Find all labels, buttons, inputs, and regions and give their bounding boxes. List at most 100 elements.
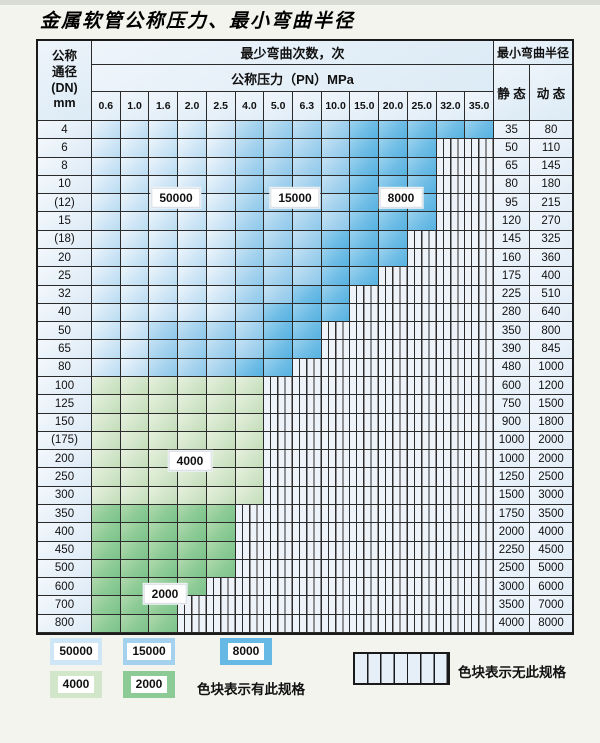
cycle-cell bbox=[92, 541, 121, 560]
table-row: 65 390 845 bbox=[38, 340, 572, 359]
table-row: 200 1000 2000 bbox=[38, 450, 572, 469]
cycle-cell bbox=[350, 267, 380, 286]
no-spec-cell bbox=[436, 377, 466, 396]
static-radius-cell: 390 bbox=[493, 340, 530, 359]
cycle-count-label: 2000 bbox=[143, 583, 187, 605]
static-radius-cell: 2500 bbox=[493, 559, 530, 579]
no-spec-cell bbox=[292, 559, 322, 579]
cycle-cell bbox=[235, 303, 265, 323]
cycle-cell bbox=[92, 340, 121, 359]
cycle-cell bbox=[92, 267, 121, 286]
dynamic-radius-cell: 110 bbox=[529, 139, 572, 158]
cycle-cell bbox=[92, 285, 121, 304]
cycle-cell bbox=[120, 157, 150, 176]
static-radius-cell: 120 bbox=[493, 212, 530, 231]
cycle-cell bbox=[92, 486, 121, 505]
dynamic-radius-cell: 4500 bbox=[529, 541, 572, 560]
static-radius-cell: 95 bbox=[493, 194, 530, 213]
no-spec-cell bbox=[292, 431, 322, 451]
legend-swatch-50000: 50000 bbox=[50, 638, 102, 665]
cycle-cell bbox=[149, 541, 179, 560]
table-row: 600 3000 6000 bbox=[38, 578, 572, 597]
dynamic-radius-cell: 6000 bbox=[529, 578, 572, 597]
cycle-cell bbox=[120, 267, 150, 286]
static-radius-cell: 50 bbox=[493, 139, 530, 158]
no-spec-cell bbox=[436, 285, 466, 304]
cycle-cell bbox=[235, 267, 265, 286]
cycle-cell bbox=[379, 157, 408, 176]
cycle-cell bbox=[178, 322, 207, 341]
dynamic-radius-cell: 145 bbox=[529, 157, 572, 176]
cycle-cell bbox=[321, 285, 351, 304]
no-spec-cell bbox=[436, 358, 466, 377]
no-spec-cell bbox=[350, 431, 380, 451]
cycle-cell bbox=[350, 121, 380, 140]
no-spec-cell bbox=[235, 596, 265, 615]
dn-header-line: (DN) bbox=[51, 80, 78, 95]
cycle-cell bbox=[149, 139, 179, 158]
no-spec-cell bbox=[264, 596, 293, 615]
no-spec-cell bbox=[407, 431, 437, 451]
no-spec-cell bbox=[465, 285, 494, 304]
no-spec-cell bbox=[436, 322, 466, 341]
cycle-cell bbox=[321, 175, 351, 195]
no-spec-cell bbox=[264, 468, 293, 487]
no-spec-cell bbox=[465, 578, 494, 597]
no-spec-cell bbox=[379, 322, 408, 341]
no-spec-cell bbox=[235, 541, 265, 560]
cycle-cell bbox=[235, 121, 265, 140]
pressure-value-header: 5.0 bbox=[264, 92, 293, 121]
table-row: 400 2000 4000 bbox=[38, 523, 572, 542]
cycle-cell bbox=[178, 121, 207, 140]
no-spec-cell bbox=[321, 431, 351, 451]
cycle-cell bbox=[92, 431, 121, 451]
cycle-cell bbox=[149, 212, 179, 231]
legend-swatch-label: 8000 bbox=[227, 643, 265, 660]
cycle-cell bbox=[264, 212, 293, 231]
dynamic-radius-cell: 2500 bbox=[529, 468, 572, 487]
static-radius-cell: 4000 bbox=[493, 614, 530, 633]
no-spec-cell bbox=[264, 450, 293, 469]
no-spec-cell bbox=[350, 614, 380, 633]
cycle-cell bbox=[149, 267, 179, 286]
cycle-cell bbox=[206, 267, 236, 286]
cycle-cell bbox=[120, 212, 150, 231]
no-spec-cell bbox=[407, 559, 437, 579]
dn-cell: 250 bbox=[38, 468, 92, 487]
no-spec-cell bbox=[235, 614, 265, 633]
cycle-cell bbox=[178, 303, 207, 323]
cycle-cell bbox=[206, 194, 236, 213]
no-spec-cell bbox=[465, 413, 494, 432]
cycle-cell bbox=[120, 175, 150, 195]
legend-swatch-4000: 4000 bbox=[50, 671, 102, 698]
no-spec-cell bbox=[350, 559, 380, 579]
cycle-cell bbox=[292, 340, 322, 359]
no-spec-cell bbox=[407, 413, 437, 432]
no-spec-cell bbox=[321, 541, 351, 560]
cycle-cell bbox=[264, 285, 293, 304]
no-spec-cell bbox=[264, 431, 293, 451]
no-spec-cell bbox=[436, 614, 466, 633]
static-radius-cell: 350 bbox=[493, 322, 530, 341]
no-spec-cell bbox=[350, 450, 380, 469]
no-spec-cell bbox=[436, 249, 466, 268]
cycle-count-label: 15000 bbox=[270, 187, 320, 209]
no-spec-cell bbox=[407, 614, 437, 633]
no-spec-cell bbox=[321, 523, 351, 542]
no-spec-cell bbox=[407, 505, 437, 524]
cycle-cell bbox=[264, 249, 293, 268]
cycle-cell bbox=[292, 121, 322, 140]
no-spec-cell bbox=[321, 340, 351, 359]
dn-column-header: 公称 通径 (DN) mm bbox=[38, 41, 92, 121]
table-row: 25 175 400 bbox=[38, 267, 572, 286]
cycle-cell bbox=[149, 395, 179, 414]
dn-cell: 8 bbox=[38, 157, 92, 176]
cycle-cell bbox=[264, 322, 293, 341]
cycle-cell bbox=[206, 431, 236, 451]
cycle-cell bbox=[264, 358, 293, 377]
no-spec-cell bbox=[379, 431, 408, 451]
cycle-cell bbox=[264, 121, 293, 140]
no-spec-cell bbox=[292, 395, 322, 414]
pressure-value-header: 10.0 bbox=[321, 92, 351, 121]
no-spec-cell bbox=[465, 614, 494, 633]
